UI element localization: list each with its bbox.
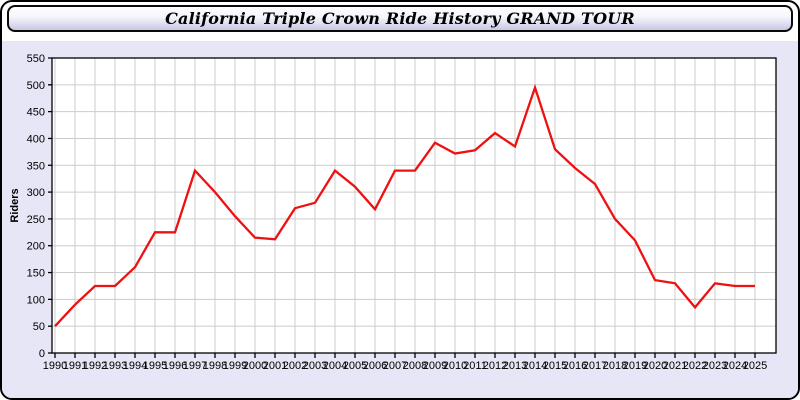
y-tick-label: 250 [27,214,45,226]
y-tick-label: 400 [27,133,45,145]
x-tick-label: 2016 [563,360,587,372]
x-tick-label: 2015 [543,360,567,372]
y-tick-label: 350 [27,160,45,172]
plot-area [52,58,776,353]
chart-panel: 0 50 100 150 200 250 300 350 400 450 500 550 1990 199… [2,41,798,398]
chart-title: California Triple Crown Ride History GRA… [165,9,635,28]
riders-line-chart: 0501001502002503003504004505005501990199… [9,53,777,372]
y-tick-label: 150 [27,268,45,280]
x-tick-label: 2019 [623,360,647,372]
y-tick-label: 450 [27,107,45,119]
y-tick-label: 500 [27,80,45,92]
y-tick-label: 100 [27,294,45,306]
x-tick-label: 2018 [603,360,627,372]
x-tick-label: 2003 [303,360,327,372]
x-tick-label: 2012 [483,360,507,372]
x-tick-label: 1992 [83,360,107,372]
x-tick-label: 2011 [463,360,487,372]
axis-frame [51,57,777,354]
x-tick-label: 2024 [723,360,747,372]
x-tick-label: 2002 [283,360,307,372]
x-tick-label: 1990 [43,360,67,372]
chart-title-bar: California Triple Crown Ride History GRA… [7,5,793,32]
x-tick-label: 2004 [323,360,347,372]
y-axis-title: Riders [9,188,21,222]
x-tick-label: 2001 [263,360,287,372]
x-tick-label: 2021 [663,360,687,372]
y-tick-label: 300 [27,187,45,199]
x-tick-label: 2005 [343,360,367,372]
x-tick-label: 1995 [143,360,167,372]
x-tick-label: 2007 [383,360,407,372]
x-tick-label: 2000 [243,360,267,372]
x-tick-label: 2006 [363,360,387,372]
x-tick-label: 2017 [583,360,607,372]
x-tick-label: 2023 [703,360,727,372]
x-tick-label: 1993 [103,360,127,372]
x-tick-label: 2025 [743,360,767,372]
x-tick-label: 2022 [683,360,707,372]
x-tick-label: 2010 [443,360,467,372]
y-tick-label: 550 [27,53,45,65]
x-tick-label: 2008 [403,360,427,372]
x-tick-label: 2013 [503,360,527,372]
y-tick-label: 50 [33,321,45,333]
x-tick-label: 2014 [523,360,547,372]
y-tick-label: 200 [27,241,45,253]
riders-series-line [54,83,755,327]
x-tick-label: 2020 [643,360,667,372]
x-tick-label: 1994 [123,360,147,372]
y-tick-label: 0 [39,348,45,360]
x-tick-label: 2009 [423,360,447,372]
x-tick-label: 1998 [203,360,227,372]
x-tick-label: 1996 [163,360,187,372]
x-tick-label: 1991 [63,360,87,372]
x-tick-label: 1997 [183,360,207,372]
x-tick-label: 1999 [223,360,247,372]
